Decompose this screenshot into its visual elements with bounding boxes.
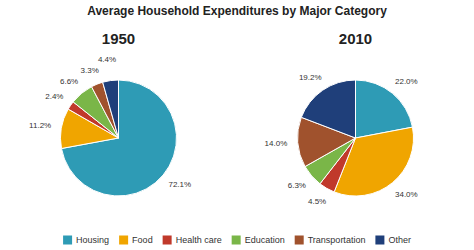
legend-swatch [295,236,304,245]
data-label: 4.4% [98,55,116,64]
data-labels: 72.1% 11.2% 2.4% 6.6%3.3% 4.4% [29,55,191,189]
chart-title: Average Household Expenditures by Major … [87,4,387,18]
pie-slice [61,80,176,196]
legend-item: Education [232,235,285,245]
data-label: 4.5% [308,197,326,206]
data-label: 3.3% [81,66,99,75]
legend-item: Food [119,235,153,245]
legend-swatch [119,236,128,245]
legend-label: Transportation [308,235,366,245]
data-label: 11.2% [29,121,51,130]
legend-label: Housing [76,235,109,245]
data-label: 19.2% [299,73,322,82]
data-label: 14.0% [265,139,288,148]
legend-item: Housing [63,235,109,245]
legend-swatch [232,236,241,245]
data-label: 2.4% [45,92,63,101]
data-labels: 22.0% 34.0% 4.5%6.3% 14.0% 19.2% [265,73,418,206]
legend-swatch [63,236,72,245]
chart-svg: Average Household Expenditures by Major … [0,0,474,250]
data-label: 6.6% [60,77,78,86]
pie-title: 2010 [339,30,372,47]
chart-root: Average Household Expenditures by Major … [0,0,474,250]
legend-label: Health care [176,235,222,245]
pie-title: 1950 [102,30,135,47]
legend-item: Health care [163,235,222,245]
pie-slice [103,80,119,138]
legend-item: Other [375,235,411,245]
slices [297,80,413,196]
legend-label: Other [388,235,411,245]
legend-label: Education [245,235,285,245]
data-label: 34.0% [395,190,418,199]
data-label: 6.3% [288,181,306,190]
data-label: 72.1% [168,180,191,189]
pie-group: 72.1% 11.2% 2.4% 6.6%3.3% 4.4% [29,55,191,196]
pie-group: 22.0% 34.0% 4.5%6.3% 14.0% 19.2% [265,73,418,206]
legend-swatch [163,236,172,245]
legend-swatch [375,236,384,245]
legend-item: Transportation [295,235,366,245]
pie-slice [301,80,355,138]
slices [60,80,176,196]
data-label: 22.0% [395,77,418,86]
legend-label: Food [132,235,153,245]
legend: Housing Food Health care Education Transport… [63,235,411,245]
